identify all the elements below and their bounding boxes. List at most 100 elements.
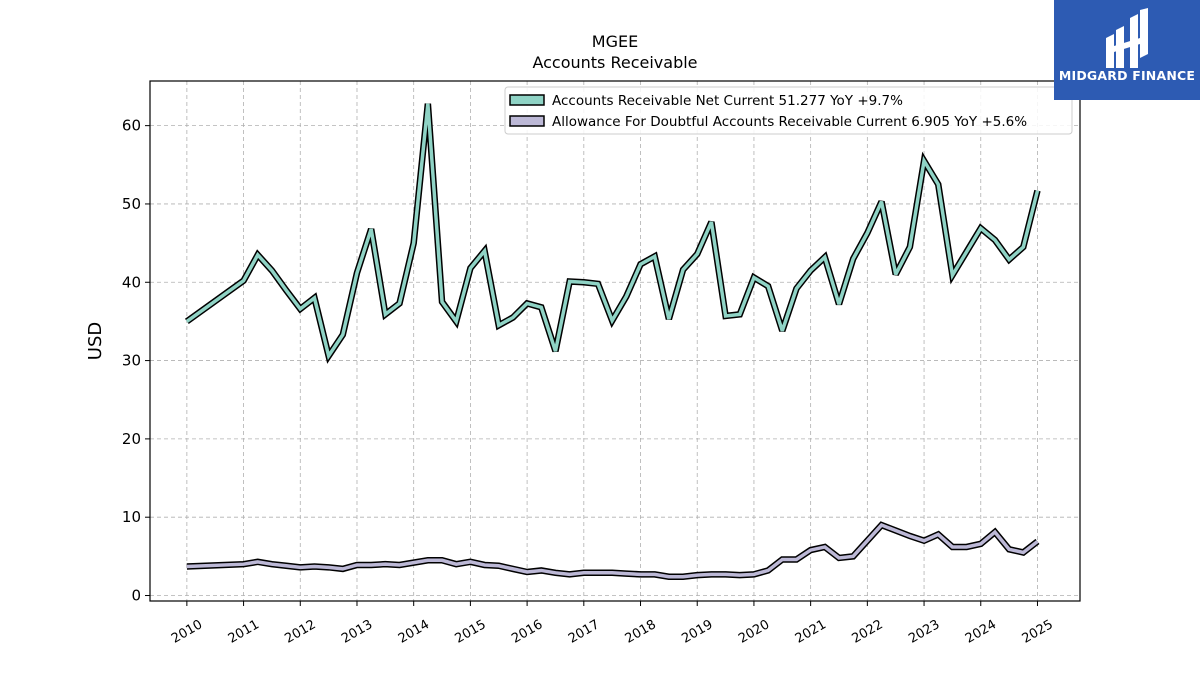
series-1-point (412, 561, 415, 564)
series-1-point (682, 575, 685, 578)
series-1-point (937, 533, 940, 536)
series-1-point (370, 563, 373, 566)
series-1-point (781, 558, 784, 561)
series-0-point (554, 350, 557, 353)
grid-layer (150, 81, 1080, 601)
series-1-point (1022, 551, 1025, 554)
series-0-point (483, 249, 486, 252)
series-1-point (398, 563, 401, 566)
x-tick-label: 2025 (1020, 617, 1056, 647)
series-1-point (299, 566, 302, 569)
x-tick-label: 2011 (226, 617, 262, 647)
series-0-point (653, 255, 656, 258)
series-1-point (497, 564, 500, 567)
legend: Accounts Receivable Net Current 51.277 Y… (504, 86, 1073, 135)
y-tick-label: 60 (122, 117, 141, 135)
series-0-point (582, 281, 585, 284)
series-1-point (653, 573, 656, 576)
series-0-point (568, 280, 571, 283)
chart-subtitle: Accounts Receivable (532, 53, 697, 72)
series-1-point (923, 539, 926, 542)
series-1-point (511, 567, 514, 570)
series-0-point (908, 246, 911, 249)
series-1-outline (186, 521, 1040, 580)
series-0-point (823, 256, 826, 259)
series-0-point (370, 228, 373, 231)
x-tick-label: 2024 (963, 617, 999, 647)
series-1-point (993, 531, 996, 534)
x-tick-label: 2013 (339, 617, 375, 647)
series-1-point (483, 563, 486, 566)
series-0-point (937, 183, 940, 186)
series-0-point (511, 316, 514, 319)
series-0-point (426, 102, 429, 105)
series-0-point (270, 269, 273, 272)
series-0-point (1008, 258, 1011, 261)
series-0-point (923, 159, 926, 162)
series-1-point (596, 571, 599, 574)
series-1-point (582, 571, 585, 574)
series-0-point (852, 257, 855, 260)
series-0-point (625, 295, 628, 298)
legend-label-accounts-receivable: Accounts Receivable Net Current 51.277 Y… (552, 93, 903, 109)
series-0-point (979, 227, 982, 230)
series-1-point (355, 563, 358, 566)
series-1-point (285, 564, 288, 567)
series-1-point (526, 571, 529, 574)
series-1-point (384, 563, 387, 566)
series-0-point (781, 329, 784, 332)
series-0-point (313, 296, 316, 299)
series-0-point (837, 303, 840, 306)
series-1-point (908, 535, 911, 538)
x-tick-label: 2018 (623, 617, 659, 647)
series-1-point (752, 573, 755, 576)
y-tick-label: 10 (122, 508, 141, 526)
series-1-point (837, 556, 840, 559)
series-1-point (979, 542, 982, 545)
series-1-point (823, 545, 826, 548)
series-1-point (540, 569, 543, 572)
x-axis-ticks: 2010 2011 2012 2013 2014 2015 2016 2017 2018 2019… (169, 601, 1056, 647)
series-1-point (965, 545, 968, 548)
series-1-point (256, 560, 259, 563)
series-0-point (752, 276, 755, 279)
series-1-point (426, 559, 429, 562)
series-1-point (441, 559, 444, 562)
series-1-line (186, 522, 1039, 579)
series-1-point (667, 575, 670, 578)
series-0-point (412, 242, 415, 245)
x-tick-label: 2016 (509, 617, 545, 647)
series-0-point (185, 320, 188, 323)
y-tick-label: 50 (122, 195, 141, 213)
y-tick-label: 0 (131, 587, 141, 605)
series-1-point (242, 563, 245, 566)
series-0-point (1022, 246, 1025, 249)
series-0-point (667, 318, 670, 321)
legend-box (504, 86, 1073, 135)
logo-mark-icon (1106, 8, 1148, 68)
series-0-point (993, 238, 996, 241)
series-0-line (185, 103, 1040, 361)
legend-swatch-accounts-receivable (509, 94, 545, 106)
series-0-point (880, 200, 883, 203)
series-0-point (710, 220, 713, 223)
series-0-point (285, 289, 288, 292)
brand-logo: MIDGARD FINANCE (1054, 0, 1200, 100)
series-0-point (327, 354, 330, 357)
series-0-point (398, 302, 401, 305)
series-1-point (724, 573, 727, 576)
x-tick-label: 2014 (396, 617, 432, 647)
series-layer (184, 102, 1041, 580)
series-1-point (554, 571, 557, 574)
series-1-point (625, 572, 628, 575)
series-1-point (809, 549, 812, 552)
series-1-point (568, 573, 571, 576)
series-0-point (611, 319, 614, 322)
series-0-point (682, 268, 685, 271)
x-tick-label: 2020 (736, 617, 772, 647)
x-tick-label: 2012 (282, 617, 318, 647)
series-0-point (965, 250, 968, 253)
series-0-point (639, 263, 642, 266)
